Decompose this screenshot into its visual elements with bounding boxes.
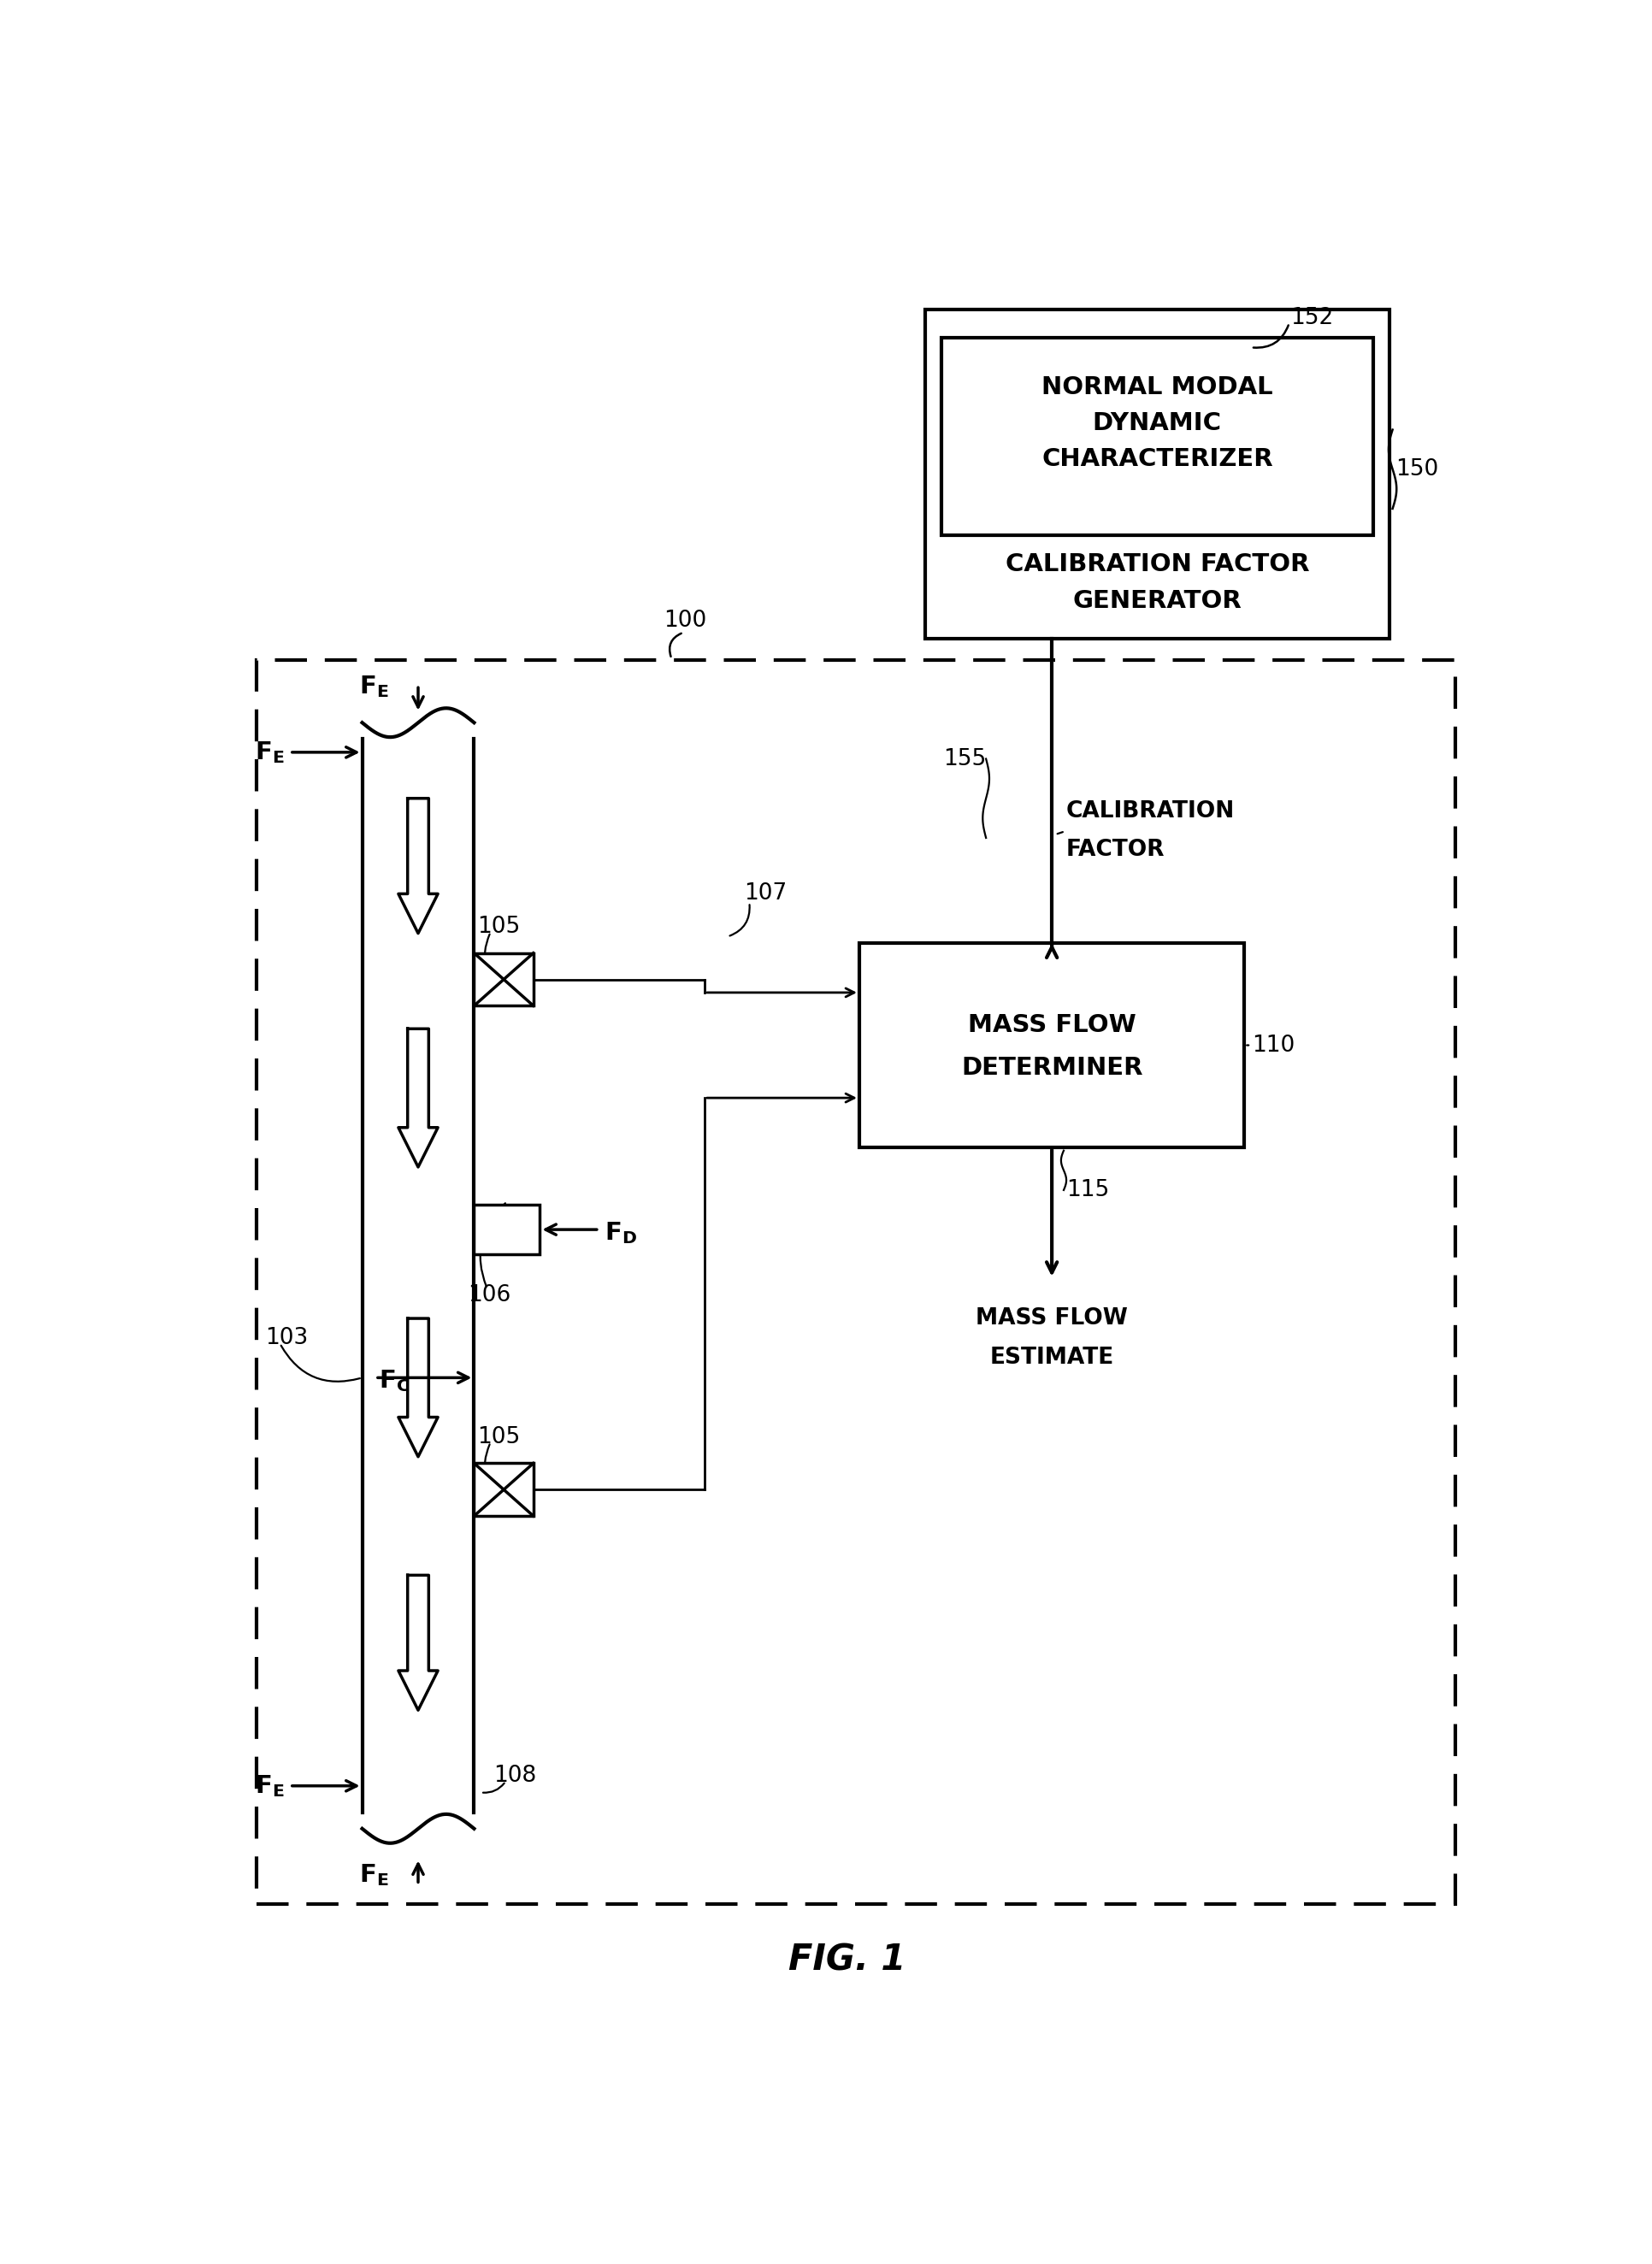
- Text: DYNAMIC: DYNAMIC: [1092, 412, 1221, 435]
- Text: 150: 150: [1396, 457, 1439, 480]
- Text: $\mathbf{F_E}$: $\mathbf{F_E}$: [254, 740, 284, 765]
- Text: 100: 100: [662, 609, 705, 632]
- Text: CHARACTERIZER: CHARACTERIZER: [1041, 448, 1272, 471]
- Text: 152: 152: [1290, 306, 1333, 328]
- Polygon shape: [398, 1028, 438, 1166]
- Text: 105: 105: [477, 1426, 520, 1449]
- Text: $\mathbf{F_E}$: $\mathbf{F_E}$: [358, 1861, 388, 1888]
- Text: $\mathbf{F_E}$: $\mathbf{F_E}$: [254, 1773, 284, 1798]
- Bar: [474, 1463, 534, 1517]
- Text: 155: 155: [943, 747, 986, 770]
- Text: 115: 115: [1066, 1180, 1108, 1202]
- Bar: [942, 337, 1373, 534]
- Text: 108: 108: [494, 1766, 537, 1786]
- Bar: [256, 661, 1454, 1904]
- Text: 110: 110: [1252, 1035, 1295, 1057]
- Bar: [925, 310, 1389, 638]
- Text: ESTIMATE: ESTIMATE: [990, 1347, 1113, 1370]
- Text: $\mathbf{F_C}$: $\mathbf{F_C}$: [378, 1367, 410, 1395]
- Text: MASS FLOW: MASS FLOW: [975, 1306, 1127, 1329]
- Text: $\mathbf{F_D}$: $\mathbf{F_D}$: [605, 1220, 636, 1245]
- Text: 106: 106: [468, 1284, 510, 1306]
- Text: 107: 107: [743, 883, 786, 906]
- Text: CALIBRATION FACTOR: CALIBRATION FACTOR: [1004, 552, 1308, 577]
- Text: MASS FLOW: MASS FLOW: [966, 1014, 1135, 1037]
- Text: 103: 103: [266, 1327, 309, 1349]
- Text: CALIBRATION: CALIBRATION: [1066, 801, 1234, 822]
- Text: GENERATOR: GENERATOR: [1072, 589, 1241, 614]
- Text: FACTOR: FACTOR: [1066, 838, 1165, 860]
- Text: $\mathbf{F_E}$: $\mathbf{F_E}$: [358, 675, 388, 700]
- Text: NORMAL MODAL: NORMAL MODAL: [1041, 376, 1272, 398]
- Bar: [474, 953, 534, 1005]
- Bar: [474, 1204, 540, 1254]
- Bar: [859, 944, 1244, 1148]
- Polygon shape: [398, 1576, 438, 1709]
- Polygon shape: [398, 799, 438, 933]
- Text: FIG. 1: FIG. 1: [788, 1943, 905, 1979]
- Polygon shape: [398, 1318, 438, 1456]
- Text: DETERMINER: DETERMINER: [960, 1057, 1142, 1080]
- Text: 105: 105: [477, 915, 520, 937]
